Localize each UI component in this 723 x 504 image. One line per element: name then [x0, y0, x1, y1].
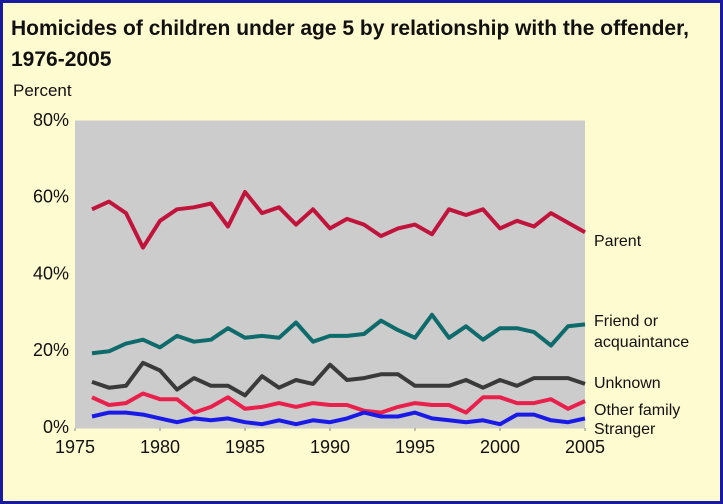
y-tick-label: 60% [33, 187, 69, 207]
series-line [91, 410, 586, 427]
y-tick-label: 20% [33, 340, 69, 360]
series-line [91, 190, 586, 250]
y-tick-label: 40% [33, 263, 69, 283]
series-label: Other family [594, 402, 681, 419]
chart-title: Homicides of children under age 5 by rel… [11, 17, 689, 71]
y-axis-label: Percent [13, 81, 72, 100]
chart: 0% 20% 40% 60% 80% 1975 1980 1985 1990 1995 2000 20… [33, 110, 605, 457]
series-line [91, 312, 586, 356]
x-tick-label: 2000 [480, 437, 520, 457]
series-line [91, 360, 586, 398]
x-tick-label: 1980 [140, 437, 180, 457]
series-label: Unknown [594, 375, 661, 392]
x-tick-label: 2005 [565, 437, 605, 457]
series-label: Friend or acquaintance [594, 313, 690, 351]
series-label: Parent [594, 233, 642, 250]
x-tick-label: 1995 [395, 437, 435, 457]
x-tick-label: 1990 [310, 437, 350, 457]
y-tick-label: 0% [43, 417, 69, 437]
series-label: Stranger [594, 421, 656, 438]
series-line [91, 391, 586, 415]
x-tick-label: 1975 [55, 437, 95, 457]
y-tick-label: 80% [33, 110, 69, 130]
x-tick-label: 1985 [225, 437, 265, 457]
